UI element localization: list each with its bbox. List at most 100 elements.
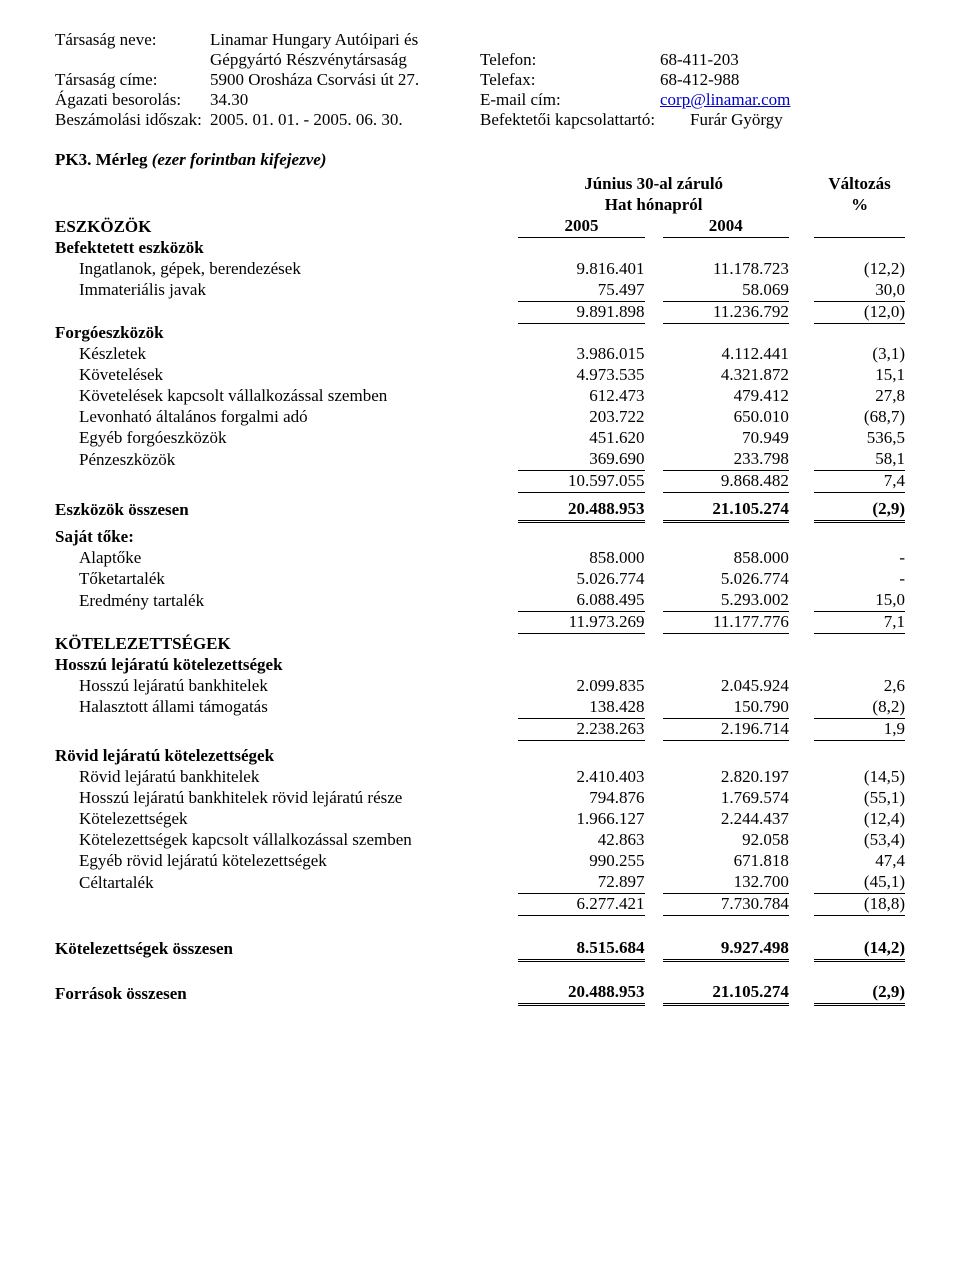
hdr-company-line2: Gépgyártó Részvénytársaság: [210, 50, 480, 70]
cell: 58,1: [814, 449, 905, 471]
cell: 612.473: [518, 386, 644, 407]
section-assets: ESZKÖZÖK: [55, 216, 518, 238]
balance-sheet-table: Június 30-al záruló Változás Hat hónapró…: [55, 174, 905, 1006]
cell: 536,5: [814, 428, 905, 449]
cell: 9.816.401: [518, 259, 644, 280]
cell: 451.620: [518, 428, 644, 449]
cell: 10.597.055: [518, 471, 644, 493]
cell: 6.277.421: [518, 894, 644, 916]
hdr-label-sector: Ágazati besorolás:: [55, 90, 210, 110]
cell: 27,8: [814, 386, 905, 407]
row-label: Egyéb rövid lejáratú kötelezettségek: [55, 851, 518, 872]
cell: 990.255: [518, 851, 644, 872]
cell: (55,1): [814, 788, 905, 809]
cell: 132.700: [663, 872, 789, 894]
cell: -: [814, 548, 905, 569]
hdr-email-label: E-mail cím:: [480, 90, 660, 110]
cell: 2.244.437: [663, 809, 789, 830]
cell: 70.949: [663, 428, 789, 449]
col-change: Változás: [814, 174, 905, 195]
cell: (53,4): [814, 830, 905, 851]
hdr-label-company: Társaság neve:: [55, 30, 210, 50]
row-label: Követelések: [55, 365, 518, 386]
row-label: Követelések kapcsolt vállalkozással szem…: [55, 386, 518, 407]
subhead-long-term: Hosszú lejáratú kötelezettségek: [55, 655, 518, 676]
subhead-short-term: Rövid lejáratú kötelezettségek: [55, 746, 518, 767]
hdr-contact-label: Befektetői kapcsolattartó:: [480, 110, 690, 130]
cell: (3,1): [814, 344, 905, 365]
row-label: Készletek: [55, 344, 518, 365]
cell: 4.112.441: [663, 344, 789, 365]
cell: (14,2): [814, 938, 905, 961]
cell: 20.488.953: [518, 982, 644, 1005]
cell: 72.897: [518, 872, 644, 894]
cell: 21.105.274: [663, 982, 789, 1005]
cell: 233.798: [663, 449, 789, 471]
cell: 9.868.482: [663, 471, 789, 493]
cell: 92.058: [663, 830, 789, 851]
row-label: Tőketartalék: [55, 569, 518, 590]
cell: (2,9): [814, 499, 905, 522]
hdr-email-link[interactable]: corp@linamar.com: [660, 90, 790, 109]
row-label: Céltartalék: [55, 872, 518, 894]
cell: 6.088.495: [518, 590, 644, 612]
cell: 7.730.784: [663, 894, 789, 916]
cell: (2,9): [814, 982, 905, 1005]
row-label: Kötelezettségek: [55, 809, 518, 830]
cell: 11.973.269: [518, 612, 644, 634]
cell: 858.000: [518, 548, 644, 569]
cell: 75.497: [518, 280, 644, 302]
col-2005: 2005: [518, 216, 644, 238]
cell: 30,0: [814, 280, 905, 302]
cell: 4.321.872: [663, 365, 789, 386]
cell: (12,4): [814, 809, 905, 830]
hdr-address: 5900 Orosháza Csorvási út 27.: [210, 70, 480, 90]
row-label: Egyéb forgóeszközök: [55, 428, 518, 449]
cell: 794.876: [518, 788, 644, 809]
cell: 1,9: [814, 718, 905, 740]
cell: 4.973.535: [518, 365, 644, 386]
cell: 15,0: [814, 590, 905, 612]
document-header: Társaság neve: Linamar Hungary Autóipari…: [55, 30, 905, 130]
subhead-fixed-assets: Befektetett eszközök: [55, 238, 518, 259]
cell: 369.690: [518, 449, 644, 471]
cell: 7,1: [814, 612, 905, 634]
subhead-equity: Saját tőke:: [55, 527, 518, 548]
hdr-fax-label: Telefax:: [480, 70, 660, 90]
cell: (68,7): [814, 407, 905, 428]
subhead-current-assets: Forgóeszközök: [55, 323, 518, 344]
hdr-label-address: Társaság címe:: [55, 70, 210, 90]
cell: 47,4: [814, 851, 905, 872]
cell: (8,2): [814, 697, 905, 719]
cell: (12,0): [814, 301, 905, 323]
hdr-period: 2005. 01. 01. - 2005. 06. 30.: [210, 110, 480, 130]
row-label: Pénzeszközök: [55, 449, 518, 471]
col-period-a: Június 30-al záruló: [518, 174, 789, 195]
cell: 2.238.263: [518, 718, 644, 740]
cell: 3.986.015: [518, 344, 644, 365]
row-total-liabilities: Kötelezettségek összesen: [55, 938, 518, 961]
hdr-contact-value: Furár György: [690, 110, 905, 130]
hdr-company-line1: Linamar Hungary Autóipari és: [210, 30, 480, 50]
cell: 21.105.274: [663, 499, 789, 522]
hdr-fax-value: 68-412-988: [660, 70, 905, 90]
cell: 7,4: [814, 471, 905, 493]
row-label: Alaptőke: [55, 548, 518, 569]
cell: 203.722: [518, 407, 644, 428]
hdr-phone-label: Telefon:: [480, 50, 660, 70]
section-liabilities: KÖTELEZETTSÉGEK: [55, 634, 518, 655]
cell: 20.488.953: [518, 499, 644, 522]
cell: 2.045.924: [663, 676, 789, 697]
cell: (18,8): [814, 894, 905, 916]
cell: 858.000: [663, 548, 789, 569]
cell: 15,1: [814, 365, 905, 386]
cell: 1.769.574: [663, 788, 789, 809]
hdr-sector: 34.30: [210, 90, 480, 110]
row-label: Ingatlanok, gépek, berendezések: [55, 259, 518, 280]
cell: 1.966.127: [518, 809, 644, 830]
row-label: Eredmény tartalék: [55, 590, 518, 612]
cell: 8.515.684: [518, 938, 644, 961]
cell: 479.412: [663, 386, 789, 407]
row-label: Rövid lejáratú bankhitelek: [55, 767, 518, 788]
cell: (45,1): [814, 872, 905, 894]
